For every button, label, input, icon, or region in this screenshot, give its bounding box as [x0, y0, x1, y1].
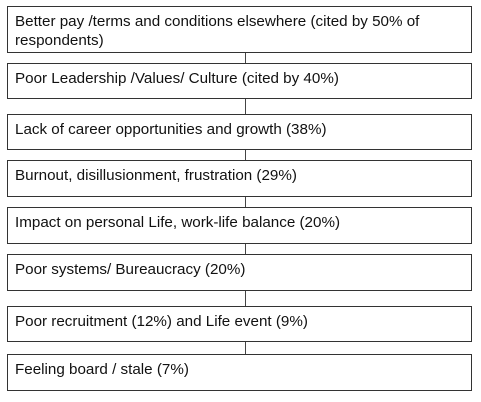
flow-box: Impact on personal Life, work-life balan… — [7, 207, 472, 244]
flow-box: Feeling board / stale (7%) — [7, 354, 472, 391]
flow-box: Better pay /terms and conditions elsewhe… — [7, 6, 472, 53]
flow-box: Poor systems/ Bureaucracy (20%) — [7, 254, 472, 291]
connector-line — [245, 52, 246, 63]
connector-line — [245, 243, 246, 254]
flow-box: Burnout, disillusionment, frustration (2… — [7, 160, 472, 197]
flow-box: Poor Leadership /Values/ Culture (cited … — [7, 63, 472, 99]
connector-line — [245, 196, 246, 207]
connector-line — [245, 149, 246, 160]
connector-line — [245, 341, 246, 354]
connector-line — [245, 98, 246, 114]
connector-line — [245, 290, 246, 306]
flow-box: Lack of career opportunities and growth … — [7, 114, 472, 150]
flow-box: Poor recruitment (12%) and Life event (9… — [7, 306, 472, 342]
